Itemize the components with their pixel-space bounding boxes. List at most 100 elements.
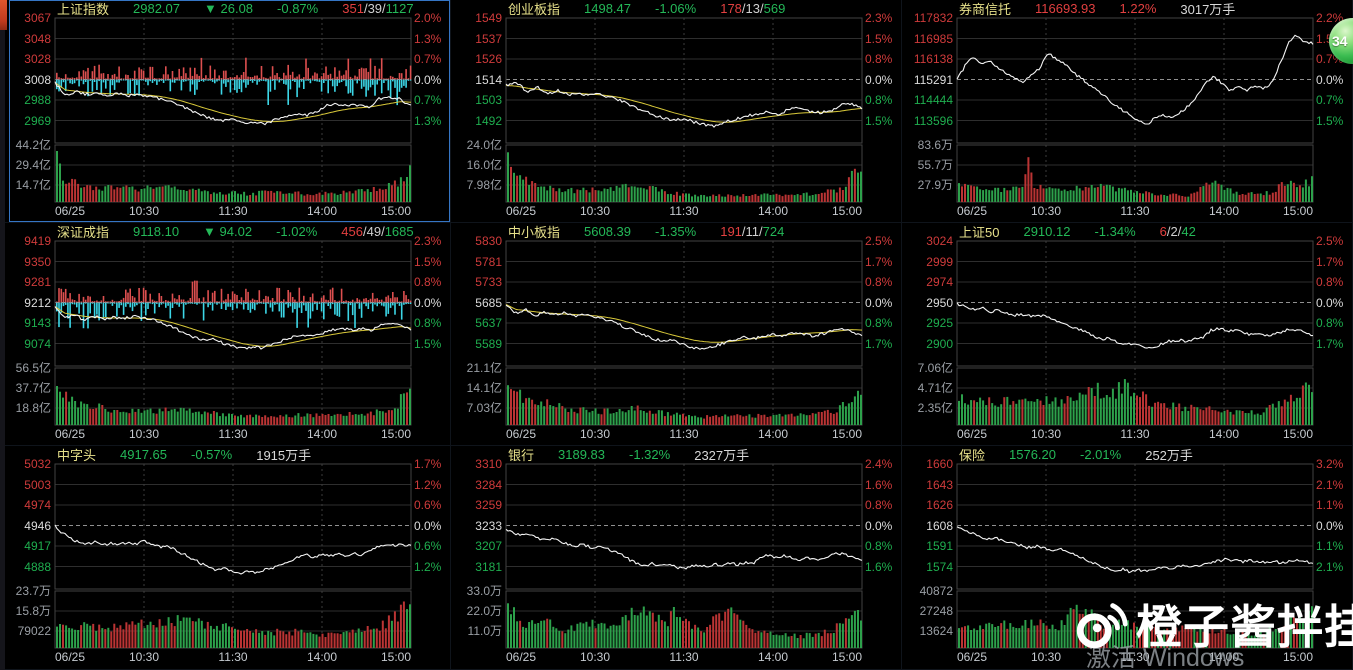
percent-axis-label: 0.8% xyxy=(865,52,893,66)
advancers-count: 456 xyxy=(341,224,363,239)
volume-axis-label: 7.03亿 xyxy=(466,401,502,415)
price-axis-label: 3284 xyxy=(475,477,502,492)
panel-bank-sector[interactable]: 银行 3189.83 -1.32% 2327万手 3310 2.4% 3284 1.6% 325… xyxy=(451,446,902,670)
intraday-chart xyxy=(505,240,863,426)
panel-header: 深证成指 9118.10 ▼ 94.02 -1.02% 456/49/1685 xyxy=(0,223,450,240)
volume-axis-label: 16.0亿 xyxy=(466,158,502,172)
price-axis-label: 9212 xyxy=(24,295,51,310)
price-axis-label: 1526 xyxy=(475,52,502,66)
panel-sse-50[interactable]: 上证50 2910.12 -1.34% 6/2/42 3024 2.5% 2999 1.7% 2… xyxy=(902,223,1353,446)
percent-axis-label: 0.0% xyxy=(414,518,442,533)
price-axis-label: 4917 xyxy=(24,539,51,553)
separator: / xyxy=(741,224,746,239)
price-axis-label: 3048 xyxy=(24,31,51,46)
price-axis-label: 1626 xyxy=(926,498,953,512)
time-axis-label: 11:30 xyxy=(218,650,248,664)
price-axis-label: 1660 xyxy=(926,457,953,471)
price-axis-label: 1514 xyxy=(475,72,502,87)
panel-china-prefix[interactable]: 中字头 4917.65 -0.57% 1915万手 5032 1.7% 5003 1.2% 49… xyxy=(0,446,451,670)
percent-axis-label: 2.5% xyxy=(1316,234,1344,248)
time-axis-label: 10:30 xyxy=(1030,204,1062,218)
intraday-chart xyxy=(54,240,412,426)
price-change: ▼ 26.08 xyxy=(204,1,254,16)
panel-brokerage-trust[interactable]: 券商信托 116693.93 1.22% 3017万手 117832 2.2% 116985… xyxy=(902,0,1353,223)
separator: / xyxy=(382,1,386,16)
percent-axis-label: 0.7% xyxy=(1316,93,1344,107)
volume-axis-label: 11.0万 xyxy=(467,624,502,638)
time-axis-label: 11:30 xyxy=(669,650,699,664)
separator: / xyxy=(741,1,746,16)
intraday-chart xyxy=(956,17,1314,203)
percent-change: -1.06% xyxy=(655,1,697,16)
percent-axis-label: 0.0% xyxy=(414,295,442,310)
percent-axis-label: 1.6% xyxy=(865,477,893,492)
index-name: 银行 xyxy=(508,448,535,463)
unchanged-count: 49 xyxy=(366,224,382,239)
price-axis-label: 1574 xyxy=(926,559,953,574)
time-axis-label: 14:00 xyxy=(757,427,789,441)
time-axis-label: 10:30 xyxy=(579,650,611,664)
volume-axis-label: 56.5亿 xyxy=(15,361,51,375)
percent-axis-label: 0.0% xyxy=(865,518,893,533)
price-axis-label: 9281 xyxy=(24,275,51,289)
decliners-count: 569 xyxy=(763,1,786,16)
percent-axis-label: 0.7% xyxy=(414,93,442,107)
price-axis-label: 9350 xyxy=(24,254,51,269)
price-axis-label: 115291 xyxy=(913,72,953,87)
percent-axis-label: 1.1% xyxy=(1316,539,1344,553)
time-axis-label: 14:00 xyxy=(1208,204,1240,218)
volume-axis-label: 23.7万 xyxy=(15,584,51,598)
panel-sme-index[interactable]: 中小板指 5608.39 -1.35% 191/11/724 5830 2.5% 5781 1… xyxy=(451,223,902,446)
percent-axis-label: 2.4% xyxy=(865,457,893,471)
advance-flat-decline-counts: 6/2/42 xyxy=(1160,224,1196,239)
total-volume: 252万手 xyxy=(1145,448,1193,463)
price-axis-label: 3259 xyxy=(475,498,502,512)
percent-axis-label: 1.7% xyxy=(414,457,442,471)
time-axis-label: 11:30 xyxy=(1120,204,1150,218)
time-axis-label: 15:00 xyxy=(831,650,862,664)
percent-axis-label: 0.0% xyxy=(865,72,893,87)
index-name: 保险 xyxy=(959,448,986,463)
percent-axis-label: 2.3% xyxy=(414,234,442,248)
time-axis-label: 10:30 xyxy=(128,650,160,664)
price-axis-label: 3028 xyxy=(24,52,51,66)
price-axis-label: 2925 xyxy=(926,316,953,330)
advancers-count: 191 xyxy=(720,224,742,239)
time-axis-label: 11:30 xyxy=(669,204,699,218)
panel-chinext[interactable]: 创业板指 1498.47 -1.06% 178/13/569 1549 2.3% 1537 1… xyxy=(451,0,902,223)
panel-insurance-sector[interactable]: 保险 1576.20 -2.01% 252万手 1660 3.2% 1643 2.1% 1626… xyxy=(902,446,1353,670)
price-axis-label: 2900 xyxy=(926,336,953,351)
time-axis-label: 15:00 xyxy=(380,427,411,441)
index-name: 创业板指 xyxy=(508,2,561,17)
advance-flat-decline-counts: 191/11/724 xyxy=(720,224,784,239)
volume-axis-label: 27248 xyxy=(919,604,953,618)
volume-axis-label: 7.06亿 xyxy=(917,361,953,375)
price-axis-label: 4974 xyxy=(24,498,51,512)
intraday-chart xyxy=(505,17,863,203)
advancers-count: 6 xyxy=(1159,224,1167,239)
panel-szse-component[interactable]: 深证成指 9118.10 ▼ 94.02 -1.02% 456/49/1685 9419 2… xyxy=(0,223,451,446)
percent-axis-label: 0.6% xyxy=(414,498,442,512)
last-price: 5608.39 xyxy=(584,224,632,239)
price-axis-label: 2988 xyxy=(24,93,51,107)
last-price: 2982.07 xyxy=(133,1,181,16)
price-axis-label: 116138 xyxy=(913,52,953,66)
unchanged-count: 13 xyxy=(745,1,761,16)
panel-sse-composite[interactable]: 上证指数 2982.07 ▼ 26.08 -0.87% 351/39/1127 3067 2… xyxy=(0,0,451,223)
percent-axis-label: 0.8% xyxy=(865,275,893,289)
percent-axis-label: 1.7% xyxy=(1316,254,1344,269)
price-axis-label: 4946 xyxy=(24,518,51,533)
percent-axis-label: 0.0% xyxy=(865,295,893,310)
price-axis-label: 3067 xyxy=(24,11,51,25)
percent-axis-label: 1.2% xyxy=(414,477,442,492)
volume-axis-label: 15.8万 xyxy=(15,604,51,618)
time-axis-label: 14:00 xyxy=(1208,650,1240,664)
time-axis-label: 14:00 xyxy=(1208,427,1240,441)
percent-axis-label: 2.0% xyxy=(414,11,442,25)
unchanged-count: 2 xyxy=(1170,224,1178,239)
price-axis-label: 1608 xyxy=(926,518,953,533)
percent-axis-label: 1.7% xyxy=(865,336,893,351)
price-axis-label: 2999 xyxy=(926,254,953,269)
